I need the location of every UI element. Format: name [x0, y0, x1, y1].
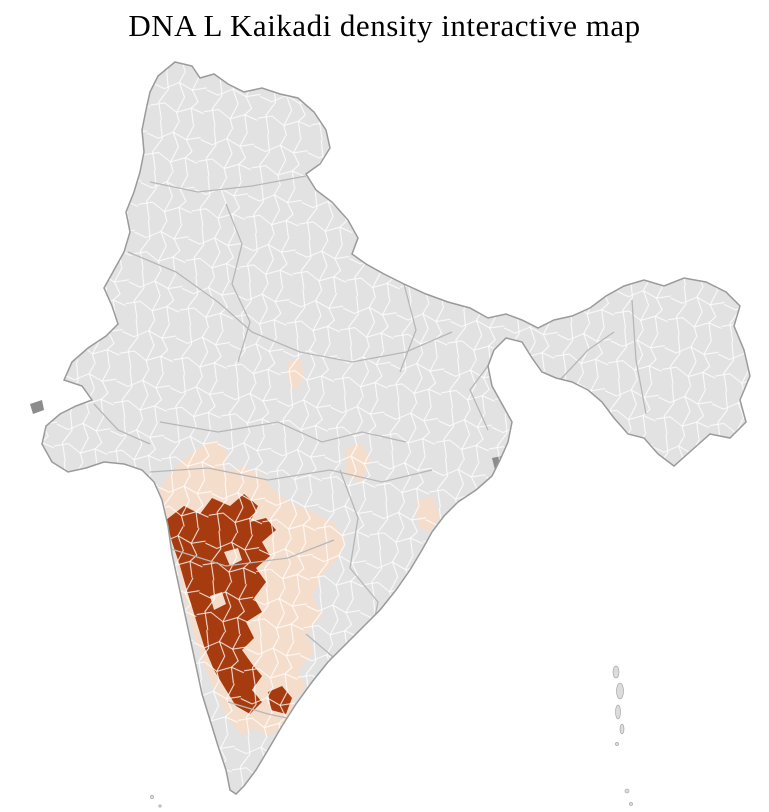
no-data-district-west[interactable] — [30, 400, 44, 414]
island-chain[interactable] — [150, 665, 633, 808]
page-title: DNA L Kaikadi density interactive map — [128, 8, 641, 43]
india-landmass[interactable] — [42, 62, 750, 794]
no-data-district-east[interactable] — [512, 426, 530, 444]
